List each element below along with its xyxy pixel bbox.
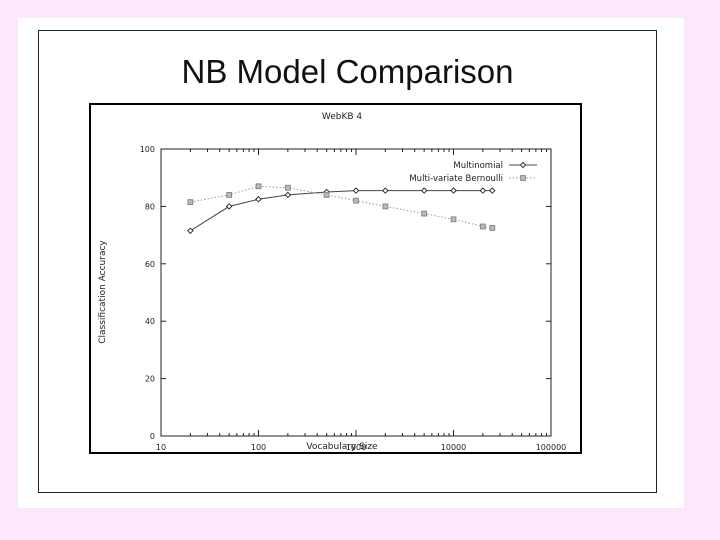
data-point [225, 203, 233, 210]
data-point [382, 187, 389, 194]
chart-title: WebKB 4 [322, 112, 363, 122]
data-point [421, 210, 428, 217]
y-tick-label: 60 [145, 260, 155, 269]
legend-marker [519, 161, 527, 169]
legend-label: Multinomial [453, 161, 503, 171]
data-point [255, 183, 262, 190]
data-point [479, 187, 487, 194]
y-tick-label: 20 [145, 375, 155, 384]
y-tick-label: 40 [145, 317, 155, 326]
x-tick-label: 10000 [441, 443, 466, 452]
y-tick-label: 80 [145, 202, 155, 211]
data-point [284, 184, 291, 191]
data-point [353, 197, 359, 204]
y-tick-label: 0 [150, 432, 155, 441]
series-0 [187, 187, 496, 235]
slide-frame: NB Model Comparison 0 20 40 60 80 100 10 100 100… [38, 30, 657, 493]
series-layer [187, 183, 496, 235]
chart-container: 0 20 40 60 80 100 10 100 1000 10000 100000 Multino… [89, 103, 582, 454]
legend-marker [520, 175, 526, 181]
x-tick-label: 1000 [346, 443, 366, 452]
data-point [226, 192, 233, 198]
x-tick-label: 100000 [536, 443, 567, 452]
data-point [187, 199, 194, 205]
data-point [450, 216, 457, 223]
data-point [284, 191, 292, 199]
series-1 [187, 183, 496, 231]
data-point [450, 187, 457, 194]
legend: Multinomial Multi-variate Bernoulli [409, 161, 537, 184]
data-point [420, 187, 428, 194]
slide: NB Model Comparison 0 20 40 60 80 100 10 100 100… [18, 18, 684, 508]
data-point [187, 227, 194, 235]
x-tick-label: 10 [156, 443, 166, 452]
data-point [489, 225, 496, 231]
slide-title: NB Model Comparison [181, 53, 514, 90]
data-point [352, 187, 360, 194]
data-point [479, 223, 486, 230]
data-point [323, 192, 330, 198]
x-axis-label: Vocabulary Size [306, 442, 378, 452]
line-chart: 0 20 40 60 80 100 10 100 1000 10000 100000 Multino… [98, 112, 567, 452]
data-point [255, 195, 262, 203]
series-line [190, 190, 493, 232]
y-tick-label: 100 [140, 145, 155, 154]
data-point [488, 187, 496, 194]
legend-label: Multi-variate Bernoulli [409, 174, 503, 184]
x-tick-label: 100 [251, 443, 266, 452]
series-line [190, 185, 493, 229]
axes: 0 20 40 60 80 100 10 100 1000 10000 100000 [140, 145, 567, 452]
data-point [382, 203, 389, 210]
y-axis-label: Classification Accuracy [98, 240, 108, 344]
